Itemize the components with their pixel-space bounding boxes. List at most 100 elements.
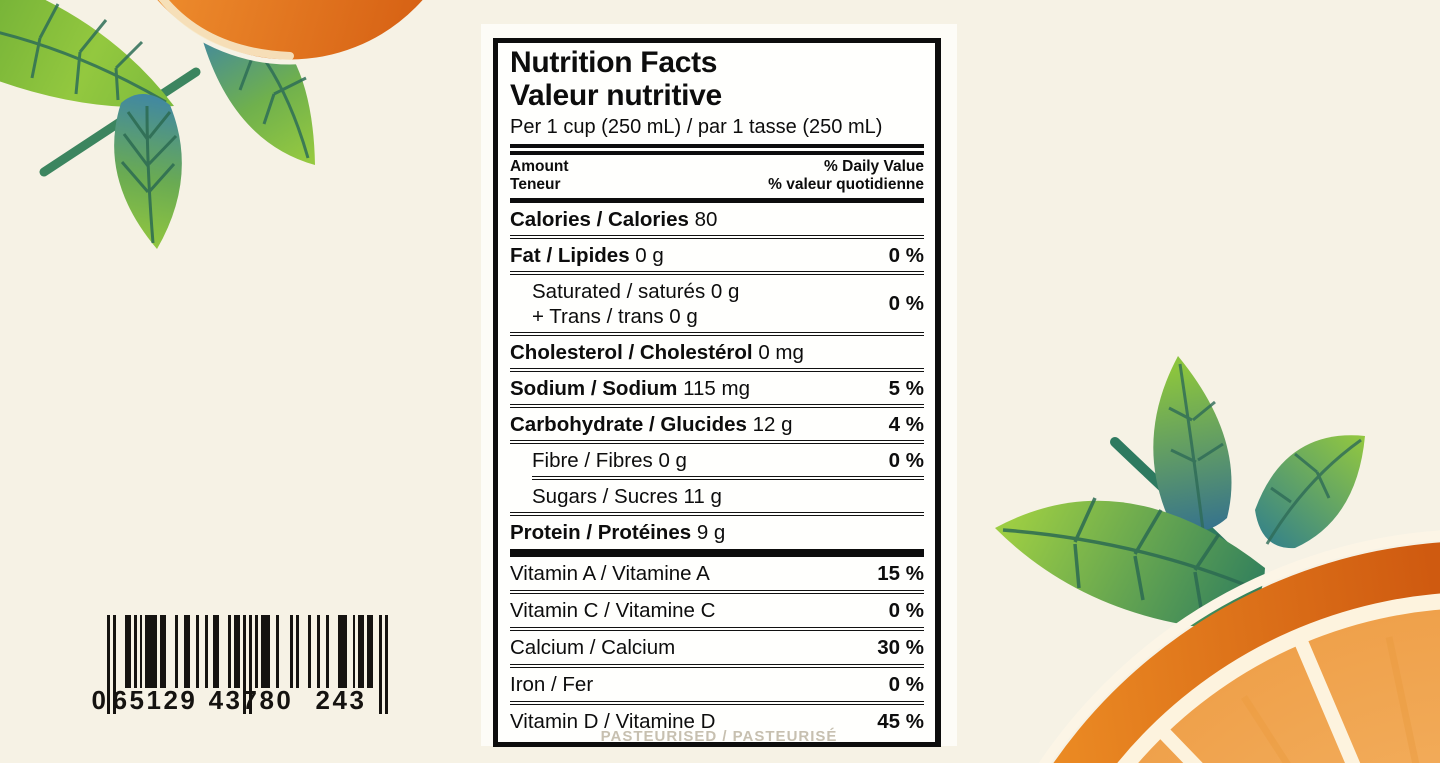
nutrient-name: Calcium / Calcium [510,635,676,659]
leaf-icon [0,0,174,108]
nutrient-name: Saturated / saturés 0 g + Trans / trans 0… [532,279,740,328]
barcode-bar [175,615,178,688]
nutrition-facts-table: Nutrition Facts Valeur nutritive Per 1 c… [493,38,941,747]
nutrient-row: Fat / Lipides 0 g 0 % [510,240,924,270]
nutrient-name: Vitamin C / Vitamine C [510,598,716,622]
divider [510,512,924,516]
barcode-bar [358,615,365,688]
barcode-bar [243,615,247,714]
amount-header: Amount Teneur [510,158,569,193]
barcode-bar [139,615,143,688]
leaf-icon [1255,435,1365,549]
leaf-icon [995,497,1265,630]
barcode-bar [213,615,220,688]
barcode-bar [234,615,241,688]
pasteurised-note: PASTEURISED / PASTEURISÉ [600,728,838,745]
nutrient-row: Protein / Protéines 9 g [510,517,924,547]
label-panel: Nutrition Facts Valeur nutritive Per 1 c… [481,24,957,747]
daily-value: 0 % [888,598,924,622]
barcode-bar [308,615,312,688]
barcode-digit-group: 243 [315,685,367,715]
divider [510,235,924,239]
nutrient-row: Saturated / saturés 0 g + Trans / trans 0… [510,276,924,331]
divider [510,271,924,275]
daily-value: 5 % [888,376,924,400]
serving-size: Per 1 cup (250 mL) / par 1 tasse (250 mL… [510,116,883,138]
barcode-bar [337,615,347,688]
nutrient-name: Iron / Fer [510,672,594,696]
table-header: Amount Teneur % Daily Value % valeur quo… [510,155,924,198]
orange-branch-illustration-top-left [0,0,430,249]
barcode-bar [254,615,258,688]
divider [510,404,924,408]
nutrient-row: Cholesterol / Cholestérol 0 mg [510,337,924,367]
barcode-bar [183,615,190,688]
divider [510,332,924,336]
divider [510,590,924,594]
nutrient-name: Carbohydrate / Glucides 12 g [510,412,793,436]
barcode-bar [379,615,383,714]
barcode-bar [112,615,116,714]
nutrient-rows: Calories / Calories 80 Fat / Lipides 0 g 0… [510,204,924,547]
divider [510,549,924,557]
barcode-bar [195,615,199,688]
nutrient-name: Sodium / Sodium 115 mg [510,376,750,400]
nutrient-name: Sugars / Sucres 11 g [532,484,722,508]
nutrient-row: Carbohydrate / Glucides 12 g 4 % [510,409,924,439]
barcode: 0 65129 43780 243 [92,615,403,717]
barcode-bar [124,615,131,688]
barcode-bar [160,615,167,688]
daily-value: 4 % [888,412,924,436]
barcode-bar [228,615,232,688]
barcode-bar [204,615,208,688]
barcode-bar [385,615,388,714]
orange-fruit-icon [150,0,430,65]
daily-value: 0 % [888,672,924,696]
nutrient-name: Fibre / Fibres 0 g [532,448,687,472]
barcode-bar [352,615,356,688]
divider [510,664,924,668]
nutrient-name: Vitamin A / Vitamine A [510,561,710,585]
nutrition-facts-title-fr: Valeur nutritive [510,79,722,112]
daily-value: 30 % [877,635,924,659]
daily-value: 0 % [888,292,924,315]
divider [510,368,924,372]
nutrient-row: Iron / Fer 0 % [510,669,924,700]
orange-slice-icon [1039,530,1440,763]
barcode-bar [133,615,137,688]
nutrient-row: Sodium / Sodium 115 mg 5 % [510,373,924,403]
daily-value-header: % Daily Value % valeur quotidienne [768,158,924,193]
nutrient-row: Vitamin A / Vitamine A 15 % [510,558,924,589]
divider [510,440,924,444]
nutrition-facts-title-en: Nutrition Facts [510,46,718,79]
barcode-bar [296,615,300,688]
divider [532,476,924,480]
nutrient-name: Vitamin D / Vitamine D [510,709,716,733]
nutrient-name: Fat / Lipides 0 g [510,243,664,267]
divider [510,198,924,203]
barcode-digit-group: 0 [91,685,109,715]
nutrient-row: Calories / Calories 80 [510,204,924,234]
daily-value: 15 % [877,561,924,585]
daily-value: 0 % [888,448,924,472]
nutrient-row: Sugars / Sucres 11 g [510,481,924,511]
barcode-bar [248,615,252,714]
barcode-bar [325,615,329,688]
barcode-bar [145,615,158,688]
barcode-bar [107,615,110,714]
divider [510,144,924,155]
barcode-bar [367,615,374,688]
barcode-bar [317,615,320,688]
barcode-bars: 0 65129 43780 243 [92,615,388,715]
barcode-digit-group: 65129 [112,685,198,715]
divider [510,627,924,631]
barcode-bar [260,615,270,688]
divider [510,701,924,705]
barcode-bar [275,615,279,688]
nutrient-row: Fibre / Fibres 0 g 0 % [510,445,924,475]
vitamin-rows: Vitamin A / Vitamine A 15 % Vitamin C / Vi… [510,558,924,737]
barcode-bar [290,615,294,688]
nutrient-row: Calcium / Calcium 30 % [510,632,924,663]
daily-value: 0 % [888,243,924,267]
nutrient-name: Calories / Calories 80 [510,207,718,231]
